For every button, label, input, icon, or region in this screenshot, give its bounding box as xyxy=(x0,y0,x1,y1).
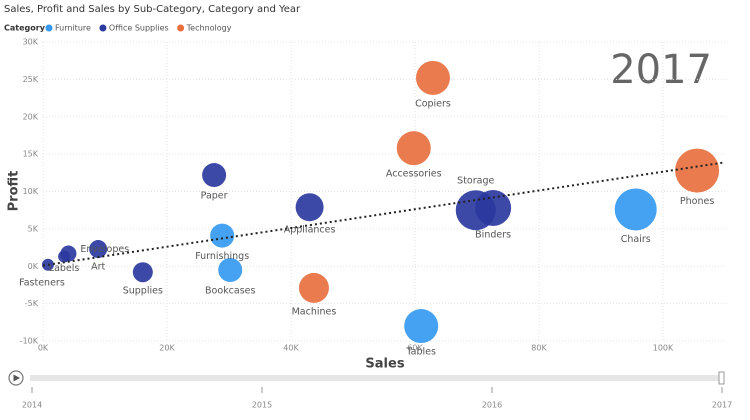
play-icon xyxy=(13,374,20,382)
bubble xyxy=(210,223,235,248)
timeline-label: 2015 xyxy=(252,401,272,410)
legend-swatch xyxy=(99,24,107,32)
chart-title: Sales, Profit and Sales by Sub-Category,… xyxy=(4,4,301,15)
point-label: Labels xyxy=(49,263,80,274)
point-label: Envelopes xyxy=(80,244,129,255)
point-label: Tables xyxy=(405,347,436,358)
bubble xyxy=(298,272,329,303)
bubble xyxy=(218,257,243,282)
legend-swatch xyxy=(177,24,185,32)
point-label: Machines xyxy=(292,306,337,317)
bubble xyxy=(89,240,108,259)
bubble xyxy=(675,148,720,193)
y-tick-label: 5K xyxy=(28,224,39,233)
y-tick-label: 10K xyxy=(23,187,39,196)
bubble xyxy=(614,188,657,231)
point-label: Bookcases xyxy=(205,285,255,296)
bubble xyxy=(202,163,227,188)
point-label: Supplies xyxy=(123,286,163,297)
point-label: Binders xyxy=(475,229,511,240)
y-tick-label: 30K xyxy=(23,38,39,47)
point-label: Accessories xyxy=(386,169,442,180)
play-handle[interactable] xyxy=(718,371,725,385)
y-tick-label: 25K xyxy=(23,75,39,84)
legend-swatch xyxy=(45,24,53,32)
x-tick-label: 60K xyxy=(407,344,423,353)
y-tick-label: 15K xyxy=(23,150,39,159)
y-tick-label: 20K xyxy=(23,112,39,121)
x-tick-label: 80K xyxy=(531,344,547,353)
bubble xyxy=(415,60,450,95)
bubble xyxy=(475,189,512,226)
point-label: Paper xyxy=(201,191,228,202)
bubble xyxy=(58,250,71,263)
x-axis-title: Sales xyxy=(365,357,404,372)
point-label: Furnishings xyxy=(195,251,249,262)
point-label: Fasteners xyxy=(19,277,65,288)
y-tick-label: -5K xyxy=(25,299,39,308)
point-label: Art xyxy=(91,262,105,273)
legend-title: Category xyxy=(4,24,46,33)
y-tick-label: 0K xyxy=(28,262,39,271)
legend-label: Technology xyxy=(186,24,232,33)
year-label: 2017 xyxy=(610,47,712,93)
play-track xyxy=(30,375,724,381)
point-label: Chairs xyxy=(621,234,651,245)
x-tick-label: 40K xyxy=(283,344,299,353)
x-tick-label: 20K xyxy=(159,344,175,353)
timeline-label: 2014 xyxy=(22,401,42,410)
x-tick-label: 0K xyxy=(38,344,49,353)
y-axis-title: Profit xyxy=(7,171,22,212)
point-label: Appliances xyxy=(284,225,336,236)
x-tick-label: 100K xyxy=(653,344,674,353)
y-tick-label: -10K xyxy=(20,337,39,346)
bubble xyxy=(295,193,324,222)
point-label: Phones xyxy=(680,196,714,207)
legend-label: Office Supplies xyxy=(109,24,169,33)
point-label: Copiers xyxy=(415,98,451,109)
bubble xyxy=(404,309,439,344)
timeline-label: 2016 xyxy=(482,401,502,410)
bubble xyxy=(396,131,431,166)
point-label: Storage xyxy=(457,176,494,187)
timeline-label: 2017 xyxy=(712,401,732,410)
legend-label: Furniture xyxy=(55,24,91,33)
bubble xyxy=(132,262,153,283)
